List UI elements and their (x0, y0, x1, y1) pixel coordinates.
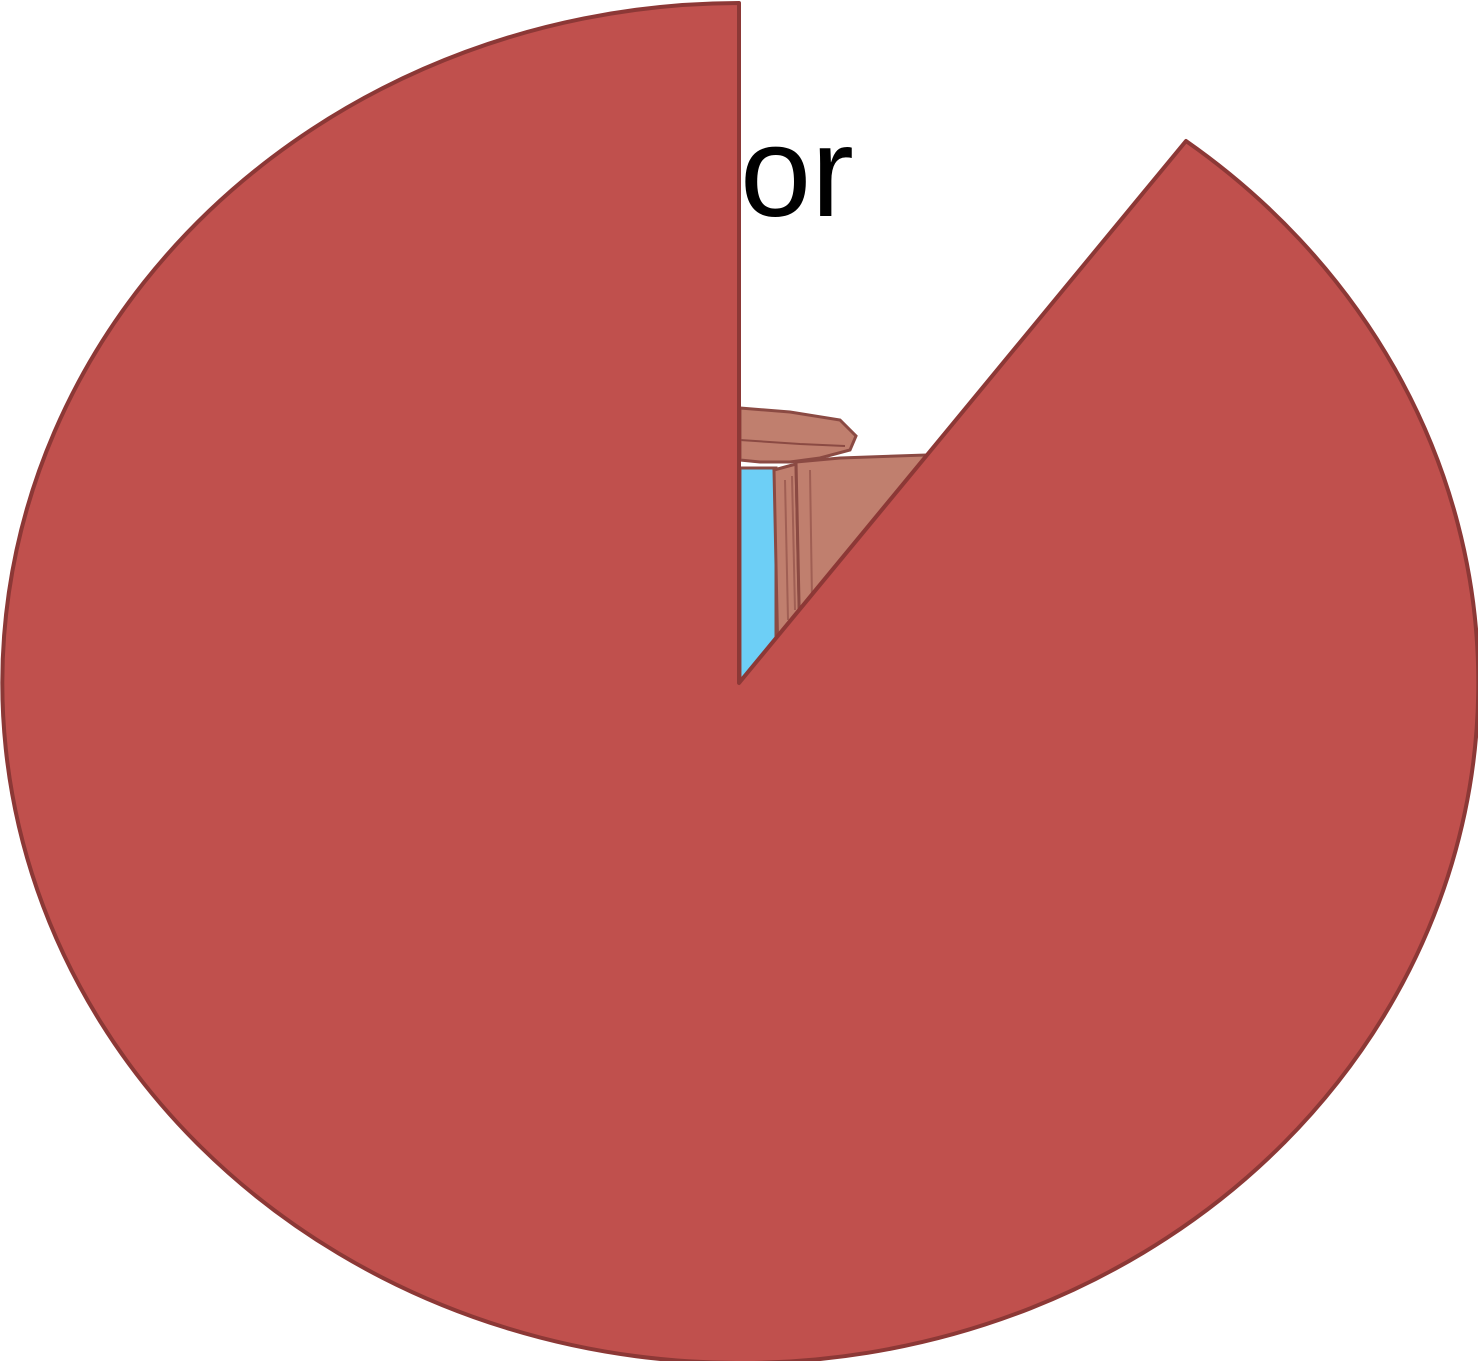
frame-lintel-shadow (739, 439, 846, 447)
partial-word-text: or (740, 101, 854, 244)
frame-lintel (738, 406, 858, 464)
frame-texture (784, 469, 813, 621)
